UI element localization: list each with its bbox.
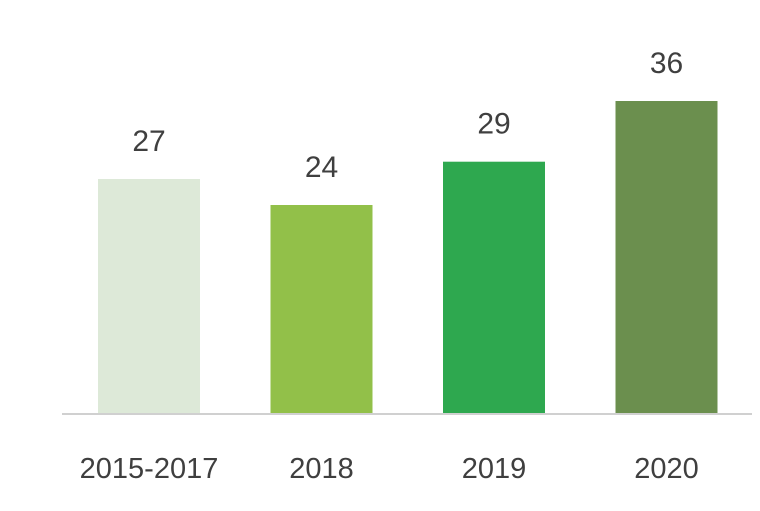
x-tick-label-2015-2017: 2015-2017 bbox=[80, 453, 219, 485]
x-tick-label-2019: 2019 bbox=[462, 453, 527, 485]
bar-2015-2017 bbox=[98, 179, 200, 413]
value-label-2019: 29 bbox=[477, 108, 510, 141]
x-tick-label-2020: 2020 bbox=[634, 453, 699, 485]
bar-2018 bbox=[270, 205, 373, 413]
bar-2020 bbox=[615, 101, 718, 413]
value-label-2018: 24 bbox=[305, 151, 338, 184]
x-tick-label-2018: 2018 bbox=[289, 453, 354, 485]
value-label-2020: 36 bbox=[650, 47, 683, 80]
tick-labels-group: 2015-2017 2018 2019 2020 bbox=[80, 453, 699, 485]
value-label-2015-2017: 27 bbox=[132, 125, 165, 158]
value-labels-group: 27 24 29 36 bbox=[132, 47, 683, 184]
bars-group bbox=[98, 101, 718, 413]
bar-2019 bbox=[443, 161, 545, 413]
